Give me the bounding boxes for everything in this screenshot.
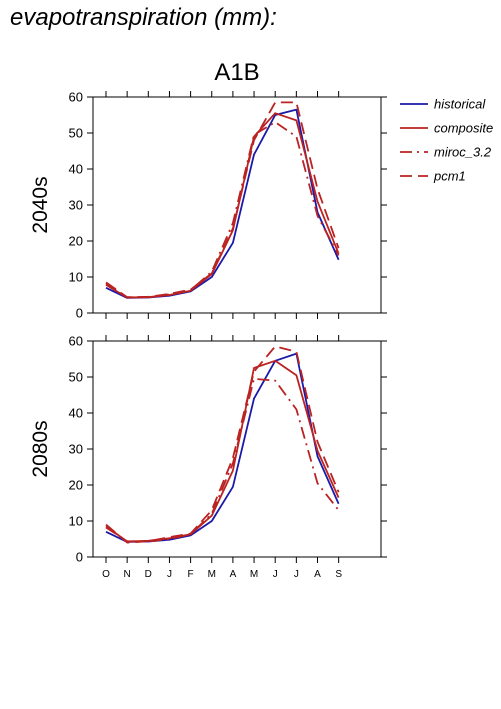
y-tick-label: 40	[69, 162, 83, 177]
series-line-historical	[105, 352, 340, 543]
y-tick-label: 0	[76, 550, 83, 565]
y-tick-label: 30	[69, 442, 83, 457]
chart-panels: 0 10 20 30 40 50 60 2040s 0 10 20 30 40 50 60 O N D J F M A M J…	[29, 90, 387, 580]
x-tick-label: J	[167, 569, 172, 580]
y-tick-label: 50	[69, 370, 83, 385]
series-line-pcm1	[105, 345, 340, 544]
x-tick-label: D	[145, 569, 152, 580]
x-tick-label: S	[335, 569, 342, 580]
y-tick-label: 10	[69, 514, 83, 529]
y-tick-label: 0	[76, 306, 83, 321]
x-tick-label: M	[250, 569, 258, 580]
panel-2040s: 0 10 20 30 40 50 60 2040s	[29, 90, 387, 321]
x-tick-label: A	[314, 569, 321, 580]
legend-label-pcm1: pcm1	[433, 169, 466, 184]
panel-label: 2040s	[29, 176, 52, 233]
panel-label: 2080s	[29, 420, 52, 477]
x-tick-label: J	[273, 569, 278, 580]
chart-title: A1B	[214, 59, 259, 86]
legend-label-composite: composite	[434, 121, 493, 136]
legend-label-miroc-3-2: miroc_3.2	[434, 145, 492, 160]
series-line-pcm1	[105, 101, 340, 299]
panel-2080s: 0 10 20 30 40 50 60 O N D J F M A M J J A S 2080s	[29, 334, 387, 580]
series-line-historical	[105, 108, 340, 299]
y-tick-label: 30	[69, 198, 83, 213]
x-tick-label: J	[294, 569, 299, 580]
x-tick-label: F	[188, 569, 194, 580]
page-title: evapotranspiration (mm):	[10, 4, 277, 31]
y-tick-label: 10	[69, 270, 83, 285]
y-tick-label: 50	[69, 126, 83, 141]
y-tick-label: 20	[69, 234, 83, 249]
y-tick-label: 60	[69, 334, 83, 349]
plot-frame	[92, 96, 382, 314]
y-tick-label: 20	[69, 478, 83, 493]
y-tick-label: 40	[69, 406, 83, 421]
x-tick-label: O	[102, 569, 110, 580]
y-tick-label: 60	[69, 90, 83, 105]
x-tick-label: M	[208, 569, 216, 580]
x-tick-label: N	[124, 569, 131, 580]
legend-label-historical: historical	[434, 97, 486, 112]
legend: historical composite miroc_3.2 pcm1	[400, 97, 493, 184]
x-tick-label: A	[230, 569, 237, 580]
